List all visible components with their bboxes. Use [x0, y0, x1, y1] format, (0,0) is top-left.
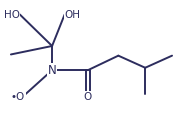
Text: OH: OH [65, 10, 81, 19]
Text: •O: •O [11, 92, 25, 102]
Text: N: N [48, 64, 56, 77]
Text: O: O [84, 92, 92, 102]
Text: HO: HO [4, 10, 20, 19]
